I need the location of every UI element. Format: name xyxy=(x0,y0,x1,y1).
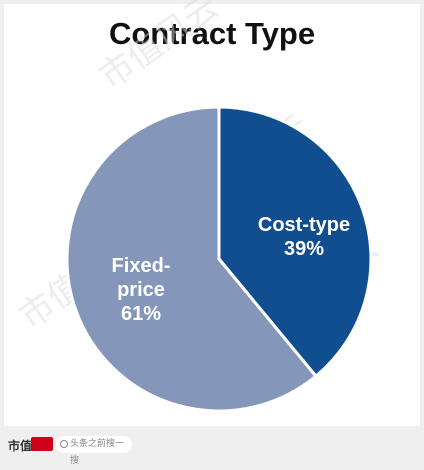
pie-label-cost-type: Cost-type 39% xyxy=(258,214,350,260)
search-icon xyxy=(60,440,68,448)
pie-chart: 市值风云 市值风云 市值风云 市值风云 Cost-type39%Fixed-pr… xyxy=(12,0,387,413)
pie-slice-cost-type xyxy=(217,105,373,379)
footer-search-box[interactable]: 头条之前搜一搜 xyxy=(56,436,132,466)
pie-labels: Cost-type 39% Fixed-price 61% xyxy=(112,214,351,325)
brand-logo-icon xyxy=(31,437,53,451)
chart-title: Contract Type xyxy=(108,16,316,51)
footer-bar: 市值 头条之前搜一搜 xyxy=(0,432,424,466)
pie-label-fixed-price: Fixed-price 61% xyxy=(112,255,171,325)
pie-slice-fixed-price xyxy=(65,105,319,413)
pie-category-label: price xyxy=(117,279,165,301)
pie-category-label: Cost-type xyxy=(258,214,350,236)
pie-slices xyxy=(65,105,373,413)
pie-percent-label: 39% xyxy=(284,238,324,260)
pie-percent-label: 61% xyxy=(121,303,161,325)
pie-category-label: Fixed- xyxy=(112,255,171,277)
footer-brand: 市值 xyxy=(8,439,33,453)
search-placeholder: 头条之前搜一搜 xyxy=(70,439,125,466)
watermark-text: 市值风云 xyxy=(92,0,226,97)
